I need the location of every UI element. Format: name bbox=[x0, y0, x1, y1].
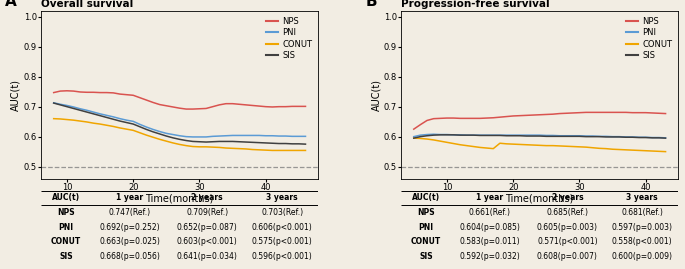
Text: AUC(t): AUC(t) bbox=[412, 193, 440, 203]
Text: 0.608(p=0.007): 0.608(p=0.007) bbox=[537, 252, 598, 261]
Text: 0.661(Ref.): 0.661(Ref.) bbox=[469, 208, 511, 217]
Text: PNI: PNI bbox=[419, 223, 434, 232]
Text: 1 year: 1 year bbox=[116, 193, 143, 203]
X-axis label: Time(months): Time(months) bbox=[506, 193, 574, 203]
Text: AUC(t): AUC(t) bbox=[52, 193, 80, 203]
Y-axis label: AUC(t): AUC(t) bbox=[371, 79, 381, 111]
Text: 0.596(p<0.001): 0.596(p<0.001) bbox=[251, 252, 312, 261]
Text: 0.575(p<0.001): 0.575(p<0.001) bbox=[251, 237, 312, 246]
Text: 0.597(p=0.003): 0.597(p=0.003) bbox=[612, 223, 673, 232]
Text: A: A bbox=[5, 0, 17, 9]
Text: CONUT: CONUT bbox=[411, 237, 441, 246]
Text: 0.685(Ref.): 0.685(Ref.) bbox=[547, 208, 588, 217]
Text: 0.592(p=0.032): 0.592(p=0.032) bbox=[460, 252, 520, 261]
Text: 0.605(p=0.003): 0.605(p=0.003) bbox=[537, 223, 598, 232]
Text: Progression-free survival: Progression-free survival bbox=[401, 0, 550, 9]
Text: B: B bbox=[365, 0, 377, 9]
Text: 1 year: 1 year bbox=[476, 193, 503, 203]
X-axis label: Time(months): Time(months) bbox=[145, 193, 214, 203]
Text: 0.583(p=0.011): 0.583(p=0.011) bbox=[460, 237, 520, 246]
Text: 0.692(p=0.252): 0.692(p=0.252) bbox=[99, 223, 160, 232]
Text: CONUT: CONUT bbox=[51, 237, 81, 246]
Text: 0.558(p<0.001): 0.558(p<0.001) bbox=[612, 237, 673, 246]
Text: 0.663(p=0.025): 0.663(p=0.025) bbox=[99, 237, 160, 246]
Text: 3 years: 3 years bbox=[266, 193, 298, 203]
Y-axis label: AUC(t): AUC(t) bbox=[11, 79, 21, 111]
Text: 0.681(Ref.): 0.681(Ref.) bbox=[621, 208, 663, 217]
Text: 0.604(p=0.085): 0.604(p=0.085) bbox=[460, 223, 520, 232]
Text: Overall survival: Overall survival bbox=[41, 0, 134, 9]
Text: NPS: NPS bbox=[417, 208, 435, 217]
Text: 0.703(Ref.): 0.703(Ref.) bbox=[261, 208, 303, 217]
Text: 3 years: 3 years bbox=[626, 193, 658, 203]
Text: SIS: SIS bbox=[419, 252, 433, 261]
Legend: NPS, PNI, CONUT, SIS: NPS, PNI, CONUT, SIS bbox=[264, 15, 314, 62]
Text: 0.606(p<0.001): 0.606(p<0.001) bbox=[251, 223, 312, 232]
Legend: NPS, PNI, CONUT, SIS: NPS, PNI, CONUT, SIS bbox=[624, 15, 674, 62]
Text: 0.600(p=0.009): 0.600(p=0.009) bbox=[612, 252, 673, 261]
Text: 0.641(p=0.034): 0.641(p=0.034) bbox=[177, 252, 238, 261]
Text: 0.747(Ref.): 0.747(Ref.) bbox=[109, 208, 151, 217]
Text: 2 years: 2 years bbox=[551, 193, 583, 203]
Text: 0.709(Ref.): 0.709(Ref.) bbox=[186, 208, 228, 217]
Text: 0.668(p=0.056): 0.668(p=0.056) bbox=[99, 252, 160, 261]
Text: 0.571(p<0.001): 0.571(p<0.001) bbox=[537, 237, 598, 246]
Text: 0.652(p=0.087): 0.652(p=0.087) bbox=[177, 223, 238, 232]
Text: NPS: NPS bbox=[58, 208, 75, 217]
Text: 0.603(p<0.001): 0.603(p<0.001) bbox=[177, 237, 238, 246]
Text: 2 years: 2 years bbox=[192, 193, 223, 203]
Text: PNI: PNI bbox=[58, 223, 73, 232]
Text: SIS: SIS bbox=[59, 252, 73, 261]
